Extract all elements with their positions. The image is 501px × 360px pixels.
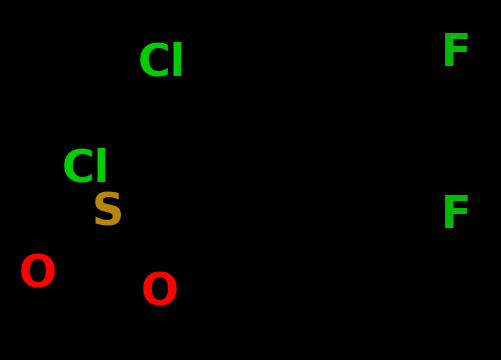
Text: O: O bbox=[141, 271, 179, 315]
Text: O: O bbox=[19, 253, 57, 297]
Text: F: F bbox=[441, 32, 471, 75]
Text: Cl: Cl bbox=[138, 42, 186, 85]
Text: Cl: Cl bbox=[62, 148, 110, 191]
Text: F: F bbox=[441, 194, 471, 238]
Text: S: S bbox=[92, 192, 124, 234]
